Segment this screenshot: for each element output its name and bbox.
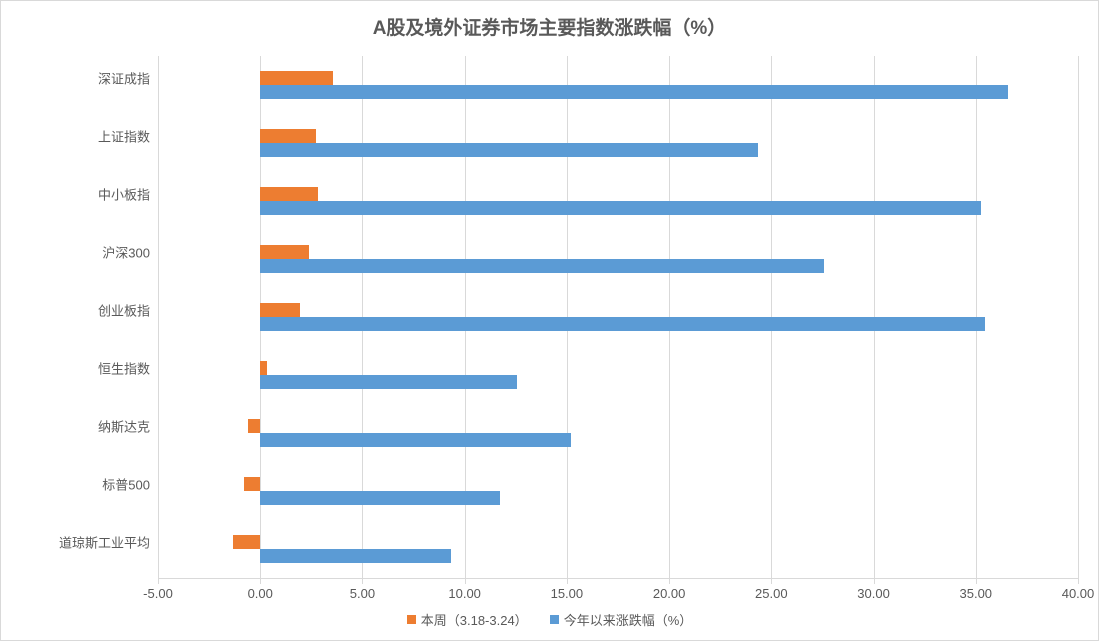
bar-week — [248, 419, 260, 433]
x-tick-label: 5.00 — [350, 586, 375, 601]
bar-week — [260, 361, 267, 375]
bar-week — [244, 477, 260, 491]
category-label: 上证指数 — [98, 127, 158, 146]
bar-week — [260, 71, 333, 85]
legend-item-week: 本周（3.18-3.24） — [407, 610, 528, 629]
bar-ytd — [260, 143, 758, 157]
x-tick-label: 30.00 — [857, 586, 890, 601]
grid-line — [158, 56, 159, 578]
bar-week — [260, 187, 317, 201]
bar-ytd — [260, 375, 517, 389]
x-tick-label: -5.00 — [143, 586, 173, 601]
bar-ytd — [260, 259, 824, 273]
plot-area: -5.000.005.0010.0015.0020.0025.0030.0035… — [158, 56, 1078, 578]
chart-title: A股及境外证券市场主要指数涨跌幅（%） — [1, 13, 1098, 40]
bar-ytd — [260, 201, 981, 215]
category-label: 深证成指 — [98, 69, 158, 88]
legend-swatch — [550, 615, 559, 624]
legend: 本周（3.18-3.24） 今年以来涨跌幅（%） — [1, 610, 1098, 629]
bar-week — [260, 303, 300, 317]
x-tick-label: 0.00 — [248, 586, 273, 601]
category-label: 道琼斯工业平均 — [59, 533, 158, 552]
legend-label: 今年以来涨跌幅（%） — [564, 610, 693, 629]
bar-week — [233, 535, 260, 549]
chart-container: A股及境外证券市场主要指数涨跌幅（%） -5.000.005.0010.0015… — [0, 0, 1099, 641]
x-tick-label: 20.00 — [653, 586, 686, 601]
x-tick-mark — [1078, 578, 1079, 584]
category-label: 沪深300 — [102, 243, 158, 262]
x-tick-label: 35.00 — [959, 586, 992, 601]
category-label: 恒生指数 — [98, 359, 158, 378]
category-label: 纳斯达克 — [98, 417, 158, 436]
legend-item-ytd: 今年以来涨跌幅（%） — [550, 610, 693, 629]
category-label: 创业板指 — [98, 301, 158, 320]
bar-ytd — [260, 491, 500, 505]
bar-ytd — [260, 549, 451, 563]
x-tick-label: 15.00 — [551, 586, 584, 601]
bar-ytd — [260, 85, 1007, 99]
bar-week — [260, 245, 308, 259]
x-tick-label: 10.00 — [448, 586, 481, 601]
legend-swatch — [407, 615, 416, 624]
x-axis-line — [158, 578, 1078, 579]
bar-ytd — [260, 317, 985, 331]
legend-label: 本周（3.18-3.24） — [421, 610, 528, 629]
bar-week — [260, 129, 316, 143]
bar-ytd — [260, 433, 570, 447]
x-tick-label: 40.00 — [1062, 586, 1095, 601]
x-tick-label: 25.00 — [755, 586, 788, 601]
category-label: 中小板指 — [98, 185, 158, 204]
category-label: 标普500 — [102, 475, 158, 494]
grid-line — [1078, 56, 1079, 578]
